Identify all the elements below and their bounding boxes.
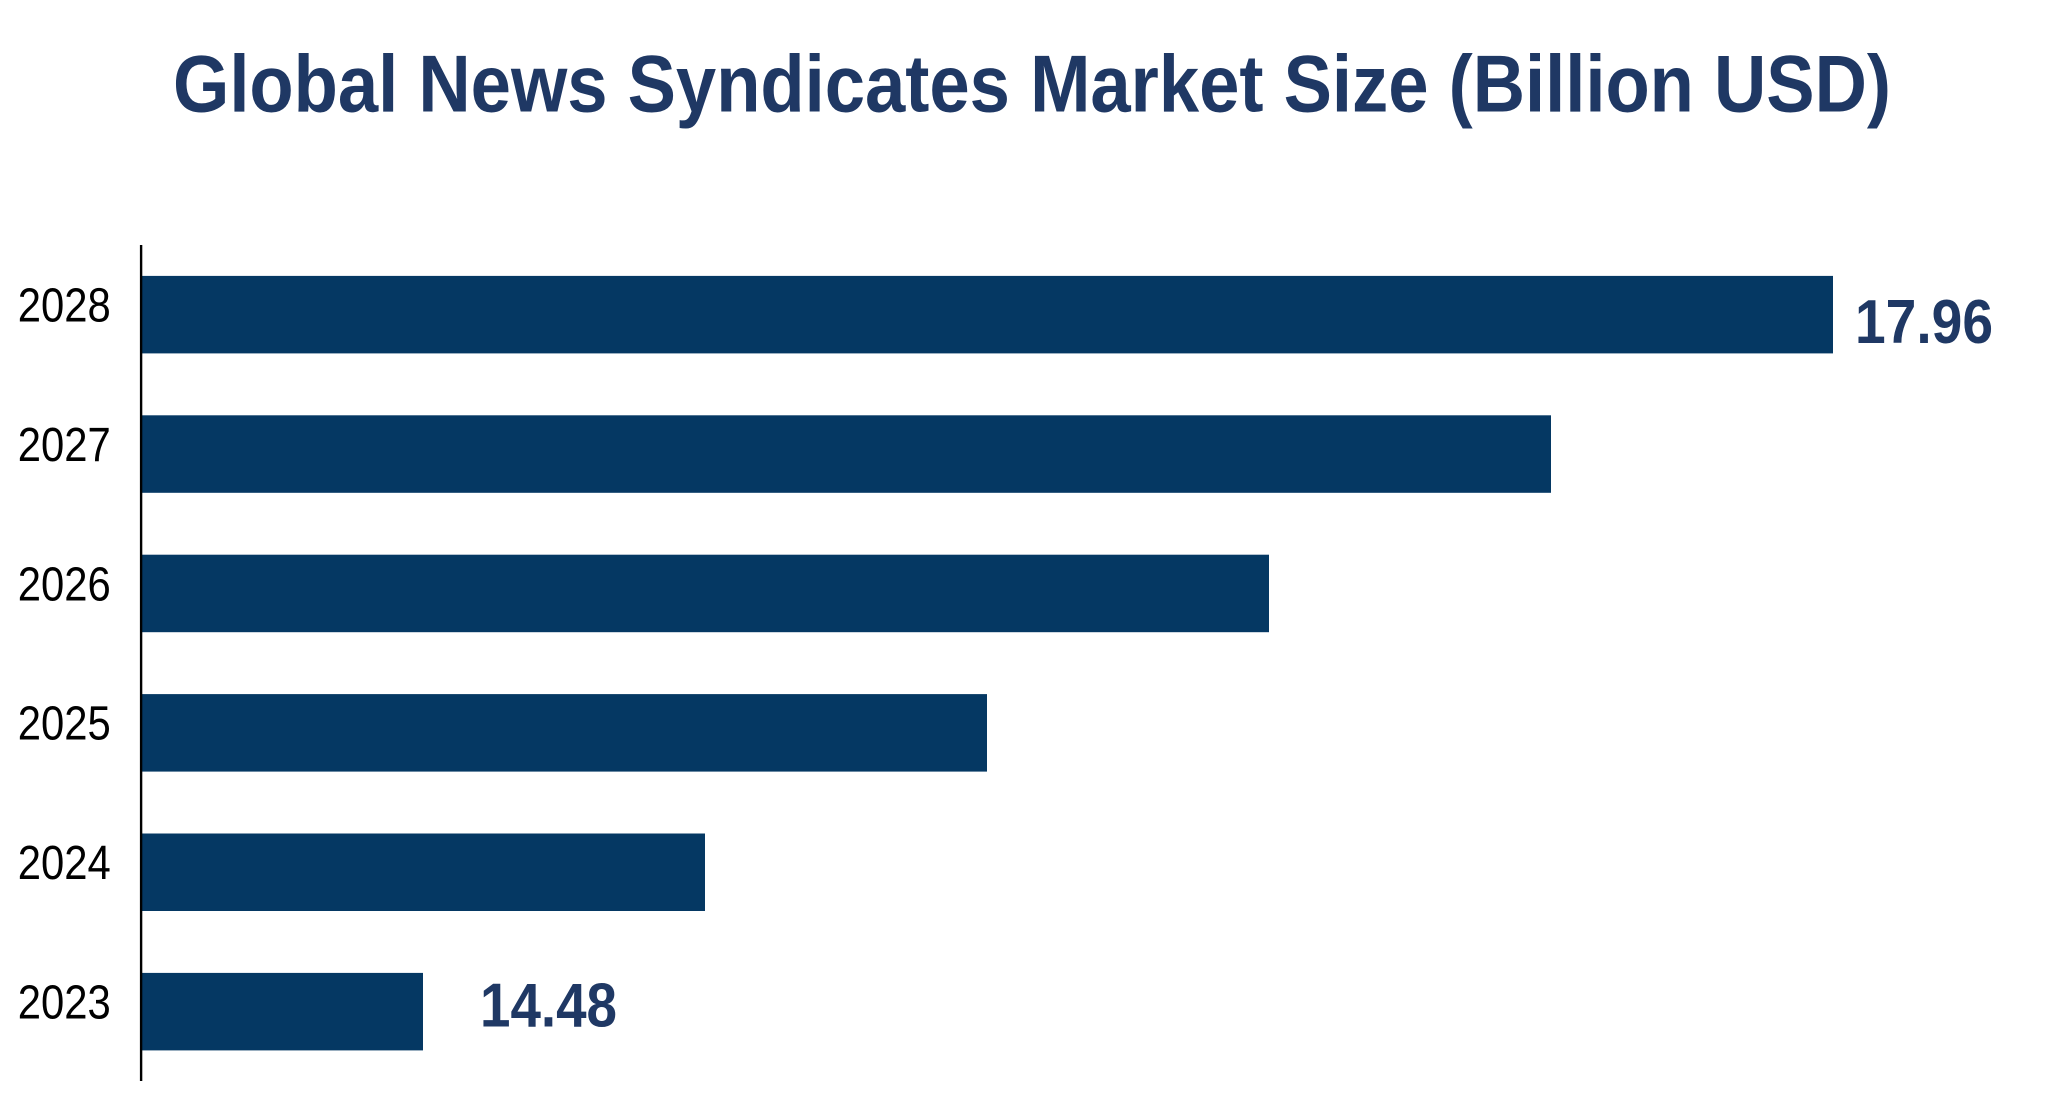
svg-text:Global News Syndicates Market: Global News Syndicates Market Size (Bill… bbox=[173, 40, 1891, 130]
svg-text:17.96: 17.96 bbox=[1855, 288, 1993, 357]
svg-text:2027: 2027 bbox=[18, 419, 111, 472]
svg-text:2025: 2025 bbox=[18, 698, 111, 751]
svg-text:2028: 2028 bbox=[18, 280, 111, 333]
svg-text:2023: 2023 bbox=[18, 977, 111, 1030]
svg-text:2026: 2026 bbox=[18, 558, 111, 611]
svg-text:14.48: 14.48 bbox=[480, 972, 617, 1041]
svg-text:2024: 2024 bbox=[18, 837, 111, 890]
